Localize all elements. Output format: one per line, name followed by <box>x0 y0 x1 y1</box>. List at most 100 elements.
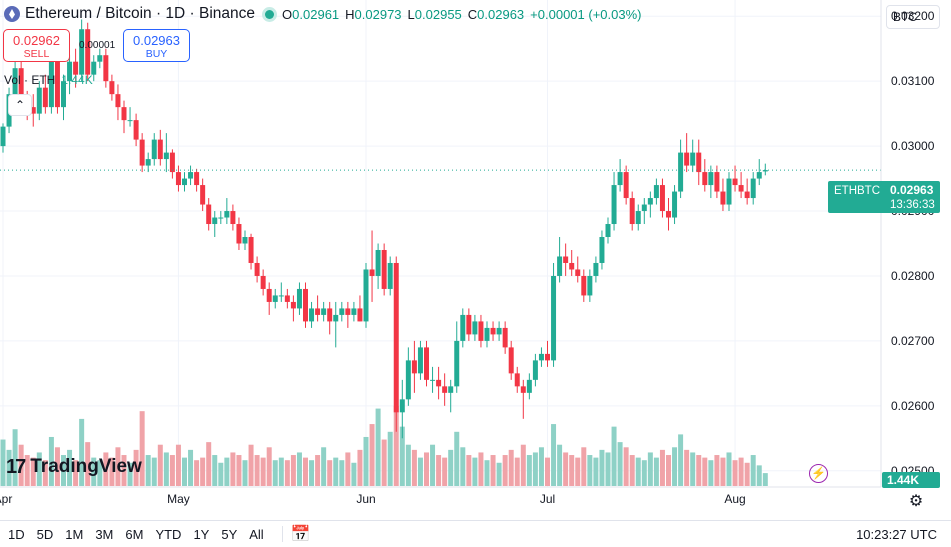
volume-bar <box>369 424 375 486</box>
volume-bar <box>339 460 345 486</box>
volume-bar <box>466 455 472 486</box>
volume-bar <box>290 455 296 486</box>
candle-body <box>417 347 423 374</box>
tab-all[interactable]: All <box>249 526 264 542</box>
volume-bar <box>327 460 333 486</box>
candle-body <box>678 152 684 192</box>
volume-legend[interactable]: Vol · ETH 1.44K <box>4 73 93 87</box>
gear-icon[interactable]: ⚙ <box>908 493 924 510</box>
candle-body <box>405 360 411 400</box>
price-tick-label: 0.02600 <box>891 399 935 413</box>
volume-bar <box>417 457 423 486</box>
candle-body <box>284 295 290 302</box>
candle-body <box>605 224 611 238</box>
volume-bar <box>0 439 6 486</box>
volume-bar <box>242 460 248 486</box>
volume-bar <box>321 447 327 486</box>
candle-body <box>635 211 641 225</box>
candle-body <box>430 379 436 381</box>
symbol-title[interactable]: Ethereum / Bitcoin · 1D · Binance <box>25 5 256 22</box>
bolt-icon[interactable]: ⚡ <box>809 464 828 483</box>
volume-bar <box>139 411 145 486</box>
time-tick-label: Jun <box>356 492 375 506</box>
candle-body <box>188 172 194 179</box>
timeframe-bar: 1D 5D 1M 3M 6M YTD 1Y 5Y All 📅 <box>0 520 951 547</box>
currency-selector[interactable]: BTC <box>886 5 940 29</box>
candle-body <box>381 249 387 289</box>
candle-body <box>672 191 678 218</box>
candle-body <box>200 185 206 205</box>
volume-bar <box>678 434 684 486</box>
candle-body <box>424 347 429 380</box>
volume-bar <box>448 449 454 486</box>
volume-bar <box>363 436 369 486</box>
candle-body <box>109 81 115 95</box>
candle-body <box>593 262 599 276</box>
candle-body <box>720 191 726 205</box>
candle-body <box>315 308 321 315</box>
volume-bar <box>145 455 151 486</box>
candle-body <box>357 308 363 322</box>
volume-bar <box>532 452 538 486</box>
volume-bar <box>587 455 593 486</box>
volume-bar <box>557 444 563 486</box>
volume-bar <box>6 449 12 486</box>
price-axis: 0.032000.031000.030000.029000.028000.027… <box>891 9 935 478</box>
volume-bar <box>684 449 690 486</box>
volume-bar <box>212 455 218 486</box>
sell-button[interactable]: 0.02962 SELL <box>3 29 70 62</box>
utc-clock[interactable]: 10:23:27 UTC <box>856 527 937 542</box>
tab-ytd[interactable]: YTD <box>155 526 182 542</box>
volume-tag: 1.44K <box>882 472 940 488</box>
tradingview-logo[interactable]: 17 TradingView <box>6 456 142 478</box>
candle-body <box>145 159 151 166</box>
candle-body <box>581 275 587 296</box>
volume-bar <box>454 431 460 486</box>
candle-body <box>599 237 605 263</box>
volume-bar <box>121 455 127 486</box>
candle-body <box>254 262 260 276</box>
candle-body <box>375 249 381 276</box>
candle-body <box>538 353 544 361</box>
tab-5y[interactable]: 5Y <box>221 526 238 542</box>
volume-bar <box>502 455 508 486</box>
candle-body <box>91 61 97 75</box>
tab-5d[interactable]: 5D <box>36 526 54 542</box>
volume-bar <box>224 457 230 486</box>
volume-bar <box>236 455 242 486</box>
volume-bar <box>647 452 653 486</box>
candle-body <box>266 288 272 302</box>
candle-body <box>623 172 629 199</box>
volume-bar <box>375 408 381 486</box>
price-tag-price: 0.02963 <box>890 183 934 197</box>
tab-6m[interactable]: 6M <box>125 526 144 542</box>
candle-body <box>42 87 48 108</box>
candle-body <box>73 61 79 75</box>
candle-body <box>327 308 333 322</box>
tab-1m[interactable]: 1M <box>65 526 84 542</box>
volume-bar <box>303 457 308 486</box>
candle-body <box>520 386 526 393</box>
volume-bar <box>387 431 393 486</box>
candle-body <box>514 373 520 387</box>
currency-label: BTC <box>893 10 917 24</box>
candle-body <box>460 314 466 341</box>
candle-body <box>659 185 665 212</box>
calendar-range-icon[interactable]: 📅 <box>290 526 311 543</box>
volume-bar <box>169 455 175 486</box>
sell-label: SELL <box>23 48 50 60</box>
candle-body <box>617 172 623 186</box>
volume-bar <box>478 452 484 486</box>
tab-3m[interactable]: 3M <box>95 526 114 542</box>
time-tick-label: Jul <box>540 492 555 506</box>
tab-1y[interactable]: 1Y <box>193 526 210 542</box>
volume-bar <box>593 457 599 486</box>
price-tag-countdown: 13:36:33 <box>890 199 935 211</box>
buy-price: 0.02963 <box>133 33 180 48</box>
buy-button[interactable]: 0.02963 BUY <box>123 29 190 62</box>
candle-body <box>532 360 538 380</box>
tab-1d[interactable]: 1D <box>8 526 25 542</box>
collapse-icon[interactable]: ⌃ <box>8 94 32 116</box>
candle-body <box>169 152 175 173</box>
